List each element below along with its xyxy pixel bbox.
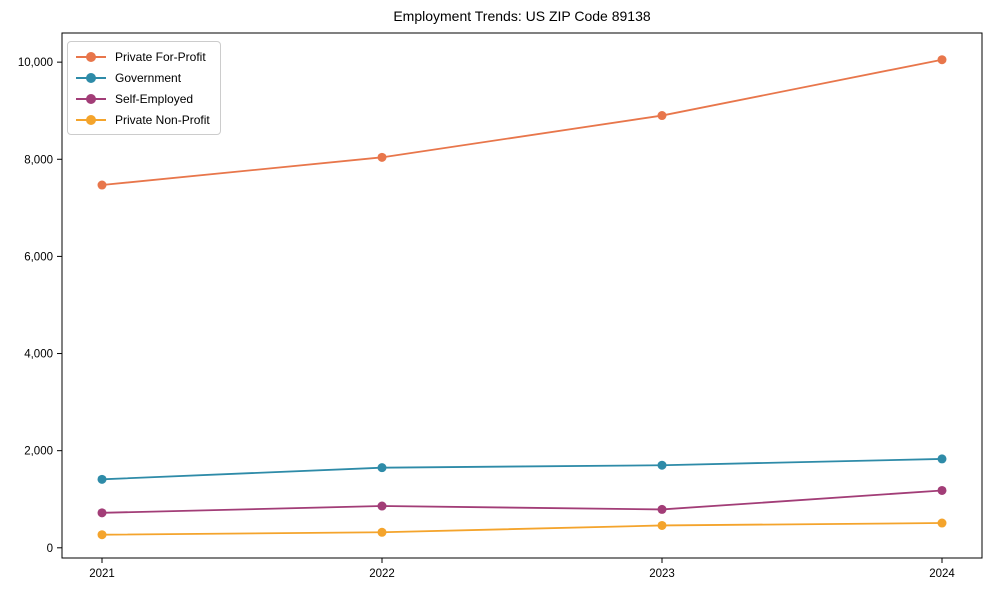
legend-item-government: Government xyxy=(76,69,210,86)
x-tick-label: 2024 xyxy=(929,568,955,580)
legend-marker-private-for-profit xyxy=(76,51,106,62)
legend-marker-government xyxy=(76,72,106,83)
series-line-self-employed xyxy=(101,489,943,514)
data-point-self-employed-2024 xyxy=(937,485,947,495)
y-tick-label: 4,000 xyxy=(24,349,53,361)
legend-item-self-employed: Self-Employed xyxy=(76,90,210,107)
x-tick-label: 2021 xyxy=(89,568,115,580)
series-line-government xyxy=(101,458,943,481)
data-point-self-employed-2023 xyxy=(657,504,667,514)
data-point-private-non-profit-2024 xyxy=(937,518,947,528)
chart-title: Employment Trends: US ZIP Code 89138 xyxy=(393,8,651,24)
data-point-private-non-profit-2023 xyxy=(657,520,667,530)
legend-label-private-for-profit: Private For-Profit xyxy=(115,49,206,64)
legend-marker-self-employed xyxy=(76,93,106,104)
axes-frame xyxy=(61,32,983,559)
legend-label-private-non-profit: Private Non-Profit xyxy=(115,112,210,127)
data-point-government-2024 xyxy=(937,454,947,464)
data-point-government-2023 xyxy=(657,460,667,470)
data-point-self-employed-2022 xyxy=(377,501,387,511)
legend-label-self-employed: Self-Employed xyxy=(115,91,194,106)
legend-item-private-non-profit: Private Non-Profit xyxy=(76,111,210,128)
legend: Private For-Profit Government Self-Employe… xyxy=(67,41,221,135)
data-point-government-2022 xyxy=(377,463,387,473)
y-tick-label: 0 xyxy=(47,543,53,555)
data-point-private-for-profit-2024 xyxy=(937,55,947,65)
data-point-self-employed-2021 xyxy=(97,508,107,518)
y-tick-label: 2,000 xyxy=(24,446,53,458)
series-line-private-for-profit xyxy=(101,58,943,186)
y-tick-label: 6,000 xyxy=(24,251,53,263)
data-point-private-non-profit-2022 xyxy=(377,527,387,537)
legend-label-government: Government xyxy=(115,70,182,85)
legend-marker-private-non-profit xyxy=(76,114,106,125)
legend-item-private-for-profit: Private For-Profit xyxy=(76,48,210,65)
data-point-private-for-profit-2023 xyxy=(657,111,667,121)
series-line-private-non-profit xyxy=(101,522,943,536)
data-point-private-non-profit-2021 xyxy=(97,530,107,540)
data-point-private-for-profit-2022 xyxy=(377,152,387,162)
data-point-government-2021 xyxy=(97,474,107,484)
y-tick-label: 10,000 xyxy=(18,57,53,69)
y-tick-label: 8,000 xyxy=(24,154,53,166)
data-point-private-for-profit-2021 xyxy=(97,180,107,190)
x-tick-label: 2022 xyxy=(369,568,395,580)
x-tick-label: 2023 xyxy=(649,568,675,580)
